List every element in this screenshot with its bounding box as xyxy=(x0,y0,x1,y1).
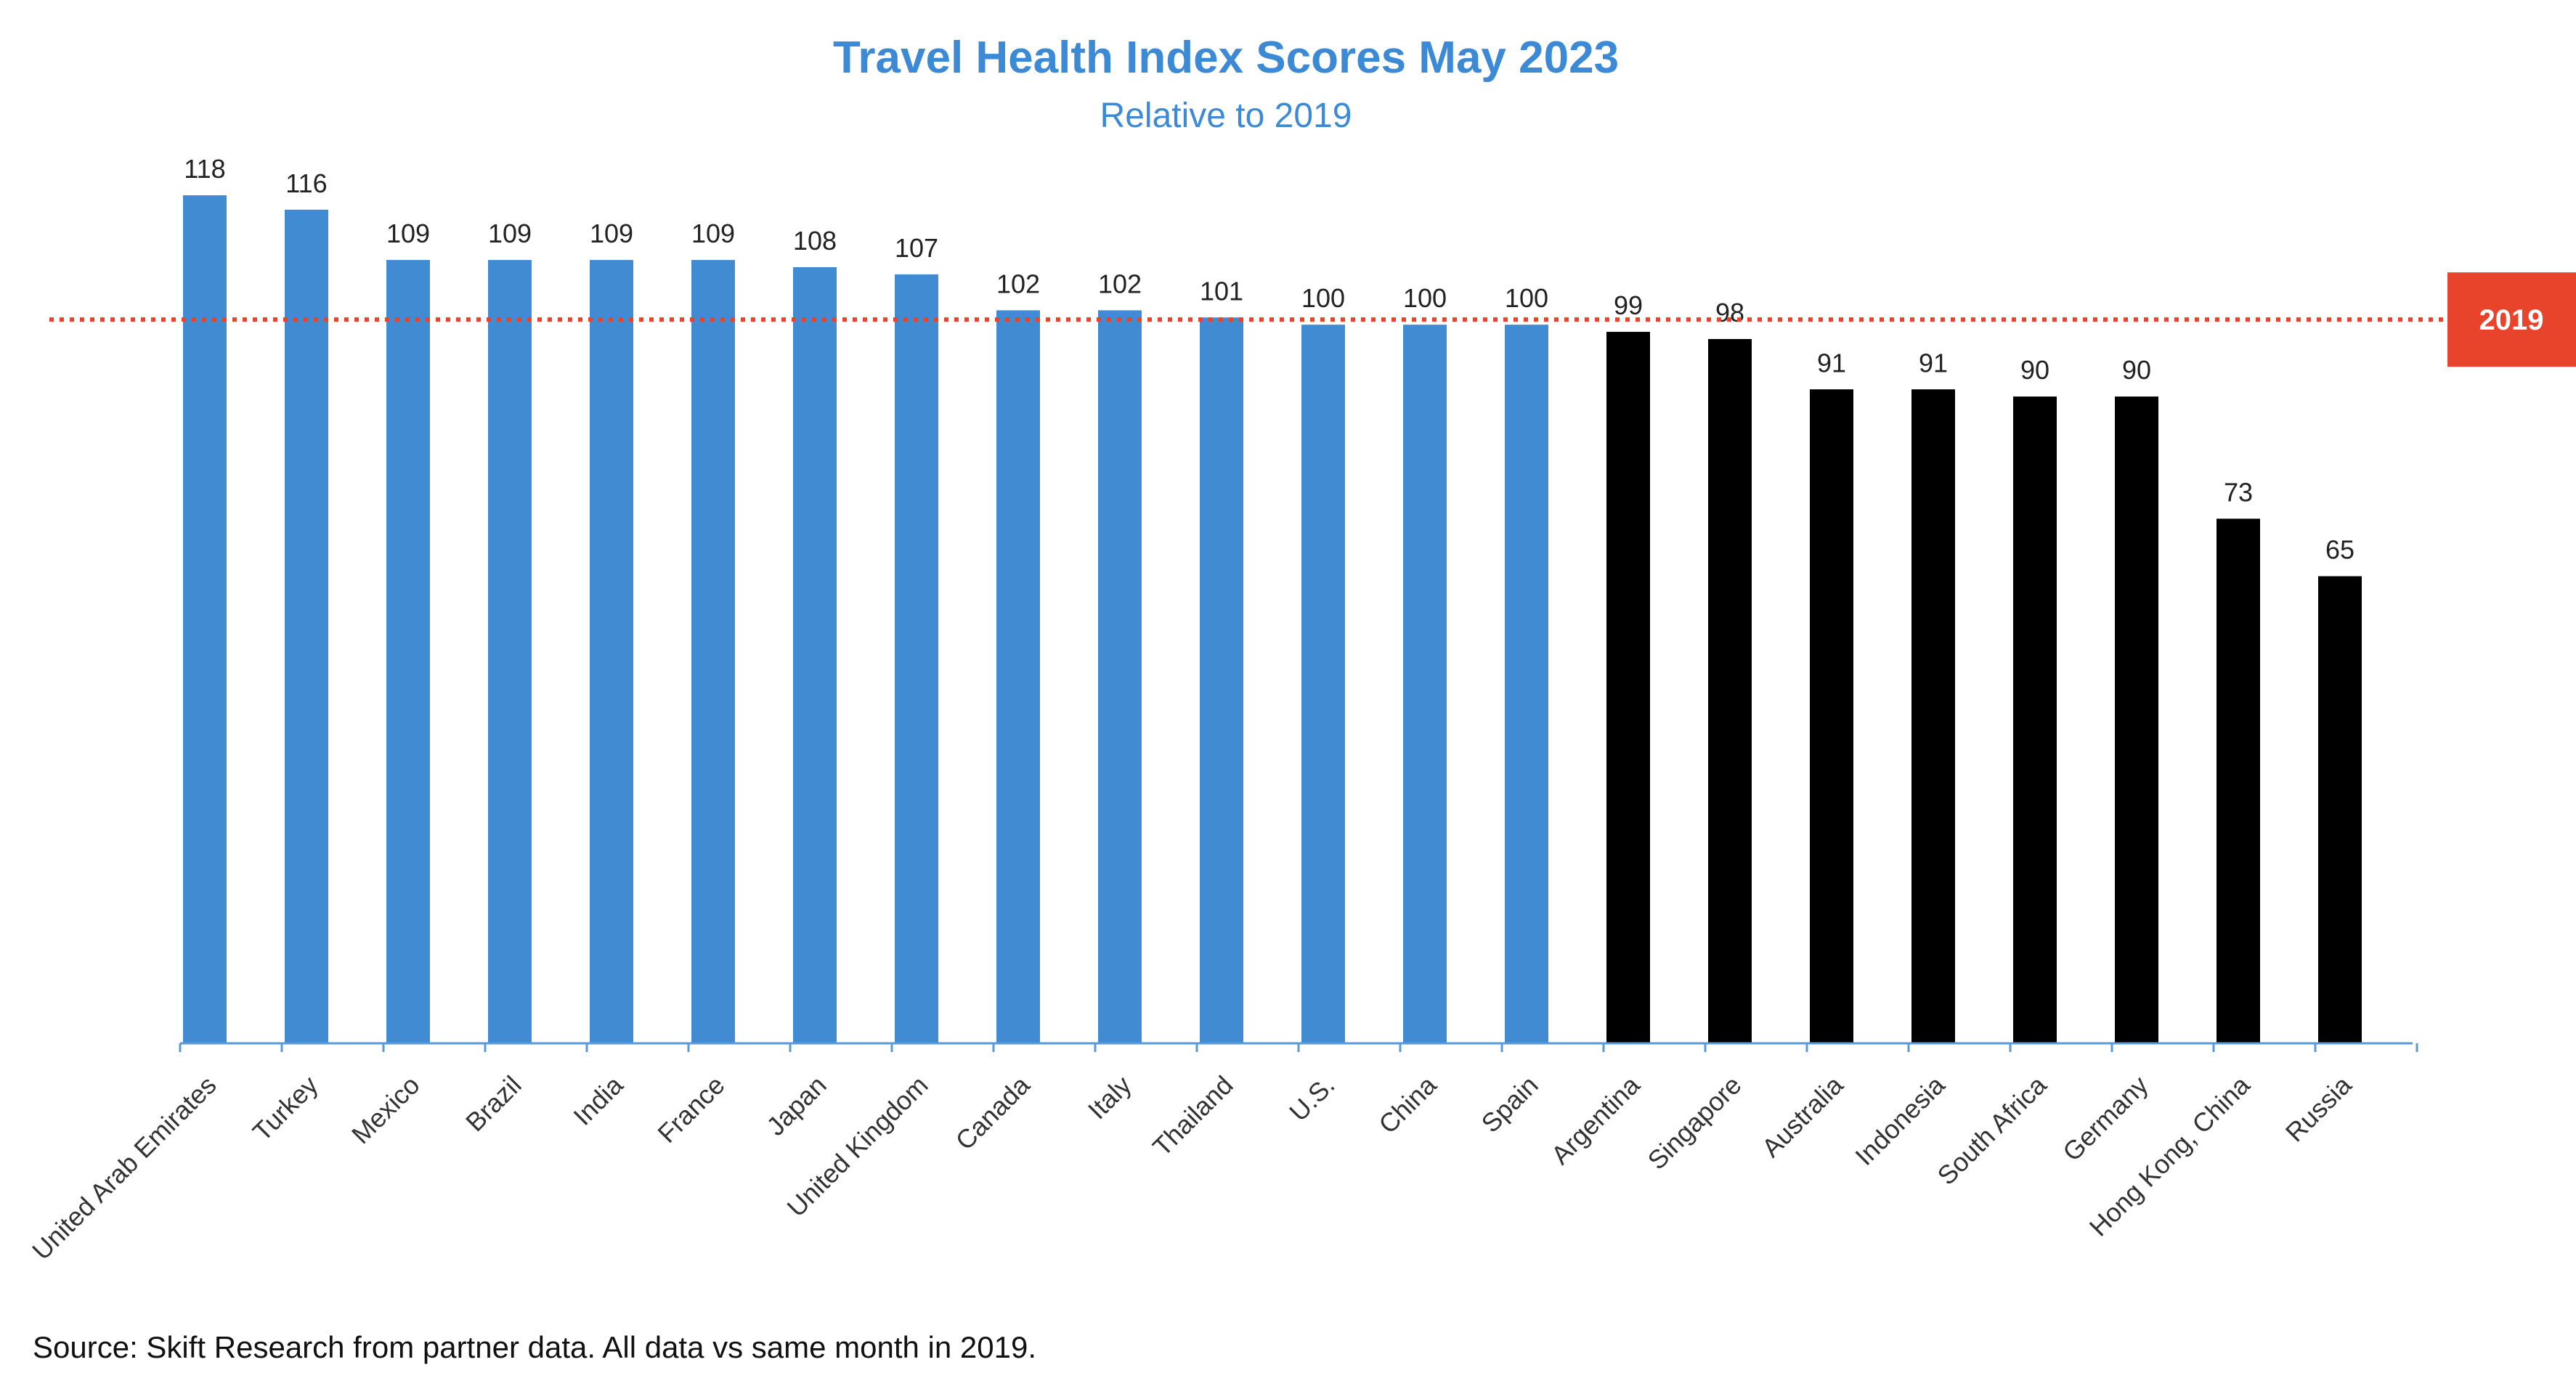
value-label: 107 xyxy=(895,233,938,263)
x-tick-label: Italy xyxy=(1082,1070,1137,1125)
bar xyxy=(1505,325,1548,1043)
value-label: 100 xyxy=(1505,283,1548,313)
value-label: 98 xyxy=(1715,298,1744,327)
x-tick-label: Russia xyxy=(2280,1069,2357,1147)
x-tick-label: Japan xyxy=(760,1070,832,1141)
value-label: 109 xyxy=(386,219,430,248)
value-label: 102 xyxy=(1098,269,1142,298)
bar xyxy=(1606,332,1650,1043)
value-label: 118 xyxy=(184,154,225,184)
bar xyxy=(590,260,633,1044)
bar xyxy=(2217,518,2260,1043)
x-tick-label: U.S. xyxy=(1283,1070,1340,1127)
x-tick-label: Germany xyxy=(2057,1070,2154,1167)
bar xyxy=(996,310,1040,1043)
bar xyxy=(1403,325,1447,1043)
bar xyxy=(183,195,227,1043)
value-label: 101 xyxy=(1200,276,1243,306)
x-tick-label: Australia xyxy=(1756,1069,1850,1163)
value-label: 109 xyxy=(488,219,532,248)
reference-line-badge xyxy=(2447,272,2576,367)
value-label: 90 xyxy=(2020,355,2049,385)
value-label: 102 xyxy=(996,269,1040,298)
reference-line-group: 2019 xyxy=(49,272,2576,367)
x-tick-label: Argentina xyxy=(1545,1069,1646,1170)
x-tick-label: Thailand xyxy=(1147,1070,1239,1162)
reference-line-label: 2019 xyxy=(2479,304,2544,336)
value-label: 91 xyxy=(1919,348,1948,378)
chart-title: Travel Health Index Scores May 2023 xyxy=(833,33,1619,83)
value-label: 109 xyxy=(590,219,633,248)
bar xyxy=(895,274,938,1043)
bar xyxy=(793,266,837,1044)
bar xyxy=(1911,389,1955,1043)
value-label: 109 xyxy=(691,219,735,248)
chart-subtitle: Relative to 2019 xyxy=(1100,97,1352,135)
x-tick-label: South Africa xyxy=(1931,1069,2052,1191)
value-label: 91 xyxy=(1817,348,1846,378)
source-note: Source: Skift Research from partner data… xyxy=(33,1330,1036,1364)
bar xyxy=(1810,389,1853,1043)
x-tick-label: Indonesia xyxy=(1849,1069,1951,1171)
x-axis: United Arab Emirates Turkey Mexico Brazil In… xyxy=(26,1042,2418,1266)
x-tick-label: Spain xyxy=(1476,1070,1544,1138)
bar xyxy=(488,260,532,1044)
bar xyxy=(386,260,430,1044)
bar xyxy=(285,209,328,1043)
bar xyxy=(1200,317,1243,1043)
value-label: 90 xyxy=(2122,355,2151,385)
x-tick-label: Brazil xyxy=(460,1070,527,1138)
bar xyxy=(2318,576,2362,1043)
x-tick-label: United Arab Emirates xyxy=(26,1070,222,1266)
value-label: 73 xyxy=(2224,477,2253,507)
x-tick-label: India xyxy=(567,1069,629,1131)
x-tick-label: Canada xyxy=(949,1069,1036,1156)
value-label: 116 xyxy=(285,168,327,198)
bar xyxy=(1301,325,1345,1043)
bar xyxy=(1708,338,1752,1044)
value-label: 100 xyxy=(1403,283,1447,313)
x-tick-label: Mexico xyxy=(346,1070,426,1150)
value-label: 65 xyxy=(2325,535,2354,565)
bar xyxy=(2115,396,2158,1043)
x-tick-label: Singapore xyxy=(1642,1070,1747,1175)
value-label: 99 xyxy=(1614,290,1643,320)
bar xyxy=(2013,396,2057,1043)
value-label: 100 xyxy=(1301,283,1345,313)
bar xyxy=(1098,310,1142,1043)
x-tick-label: Turkey xyxy=(247,1070,324,1147)
x-tick-label: China xyxy=(1373,1069,1442,1139)
x-tick-label: France xyxy=(651,1070,730,1149)
bar xyxy=(691,260,735,1044)
value-label: 108 xyxy=(793,226,837,256)
bars: 118 116 109 109 109 109 108 107 102 102 101 100 100 1… xyxy=(183,154,2362,1044)
